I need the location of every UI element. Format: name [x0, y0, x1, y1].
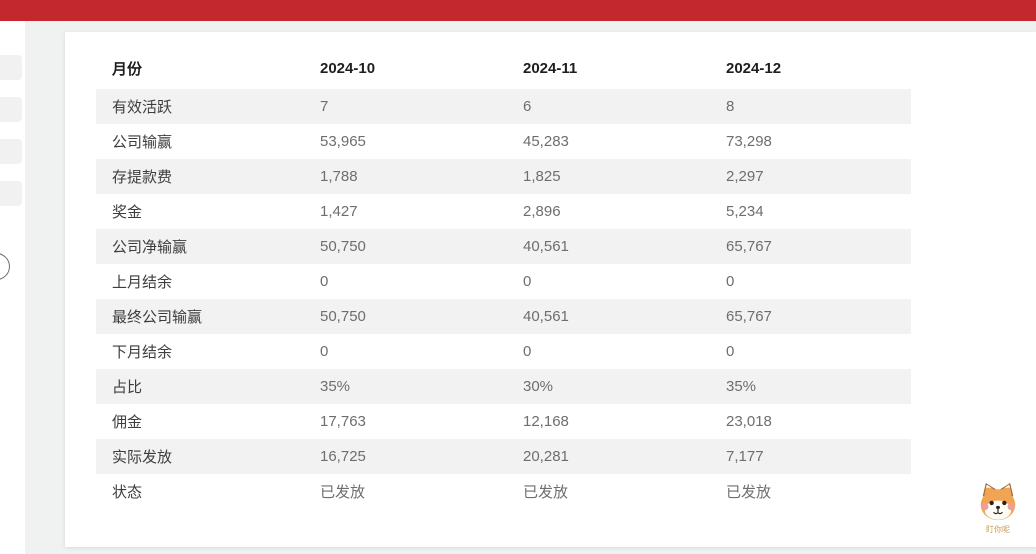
- table-row: 存提款费 1,788 1,825 2,297: [96, 159, 911, 194]
- row-label: 奖金: [112, 204, 143, 221]
- row-value: 53,965: [320, 133, 366, 150]
- row-value: 0: [320, 343, 329, 360]
- table-row: 佣金 17,763 12,168 23,018: [96, 404, 911, 439]
- table-row: 奖金 1,427 2,896 5,234: [96, 194, 911, 229]
- row-value: 0: [523, 343, 532, 360]
- monthly-report-table: 月份 2024-10 2024-11 2024-12 有效活跃 7 6 8 公司输赢 53,96…: [96, 54, 911, 509]
- row-label: 存提款费: [96, 159, 304, 194]
- report-card: 月份 2024-10 2024-11 2024-12 有效活跃 7 6 8 公司输赢 53,96…: [65, 32, 1036, 547]
- sidebar-menu-item[interactable]: [0, 139, 22, 164]
- row-label: 最终公司输赢: [96, 299, 304, 334]
- row-value: 40,561: [507, 229, 710, 264]
- row-label: 佣金: [112, 414, 143, 431]
- row-value: 7,177: [710, 439, 911, 474]
- sidebar: [0, 21, 25, 554]
- row-value: 45,283: [523, 133, 569, 150]
- row-value: 0: [523, 273, 532, 290]
- table-header-row: 月份 2024-10 2024-11 2024-12: [96, 54, 911, 89]
- table-row: 公司输赢 53,965 45,283 73,298: [96, 124, 911, 159]
- row-value: 1,427: [320, 203, 358, 220]
- row-value: 已发放: [523, 484, 569, 501]
- row-label: 状态: [112, 484, 143, 501]
- sidebar-menu-item[interactable]: [0, 55, 22, 80]
- shiba-dog-icon: [980, 482, 1016, 521]
- row-value: 8: [710, 89, 911, 124]
- row-value: 0: [320, 273, 329, 290]
- row-value: 5,234: [726, 203, 764, 220]
- row-value: 35%: [710, 369, 911, 404]
- mascot-caption: 盯你呢: [986, 525, 1010, 534]
- mascot: 盯你呢: [970, 482, 1026, 535]
- row-value: 73,298: [726, 133, 772, 150]
- row-value: 12,168: [523, 413, 569, 430]
- row-label: 占比: [96, 369, 304, 404]
- row-value: 1,788: [304, 159, 507, 194]
- column-header-month: 2024-10: [320, 60, 376, 77]
- row-value: 20,281: [507, 439, 710, 474]
- table-row: 占比 35% 30% 35%: [96, 369, 911, 404]
- row-value: 7: [304, 89, 507, 124]
- row-value: 17,763: [320, 413, 366, 430]
- row-value: 65,767: [710, 299, 911, 334]
- row-value: 30%: [507, 369, 710, 404]
- row-label: 上月结余: [112, 274, 173, 291]
- row-value: 已发放: [726, 484, 772, 501]
- table-row: 实际发放 16,725 20,281 7,177: [96, 439, 911, 474]
- row-value: 6: [507, 89, 710, 124]
- row-value: 0: [726, 273, 735, 290]
- monthly-report-table-wrap: 月份 2024-10 2024-11 2024-12 有效活跃 7 6 8 公司输赢 53,96…: [96, 54, 911, 509]
- row-value: 0: [726, 343, 735, 360]
- row-value: 16,725: [304, 439, 507, 474]
- table-row: 下月结余 0 0 0: [96, 334, 911, 369]
- table-row: 公司净输赢 50,750 40,561 65,767: [96, 229, 911, 264]
- row-value: 40,561: [507, 299, 710, 334]
- table-row: 最终公司输赢 50,750 40,561 65,767: [96, 299, 911, 334]
- row-value: 35%: [304, 369, 507, 404]
- row-value: 65,767: [710, 229, 911, 264]
- column-header-month: 2024-12: [726, 60, 782, 77]
- row-value: 23,018: [726, 413, 772, 430]
- row-value: 50,750: [304, 229, 507, 264]
- table-row: 状态 已发放 已发放 已发放: [96, 474, 911, 509]
- top-nav-bar: [0, 0, 1036, 21]
- table-row: 有效活跃 7 6 8: [96, 89, 911, 124]
- row-label: 实际发放: [96, 439, 304, 474]
- row-value: 1,825: [507, 159, 710, 194]
- row-label: 有效活跃: [96, 89, 304, 124]
- row-value: 2,297: [710, 159, 911, 194]
- row-label: 下月结余: [112, 344, 173, 361]
- row-value: 已发放: [320, 484, 366, 501]
- row-value: 50,750: [304, 299, 507, 334]
- sidebar-menu-item[interactable]: [0, 97, 22, 122]
- row-value: 2,896: [523, 203, 561, 220]
- row-label: 公司净输赢: [96, 229, 304, 264]
- column-header-label: 月份: [112, 61, 143, 78]
- sidebar-menu-item[interactable]: [0, 181, 22, 206]
- row-label: 公司输赢: [112, 134, 173, 151]
- table-row: 上月结余 0 0 0: [96, 264, 911, 299]
- column-header-month: 2024-11: [523, 60, 578, 77]
- sidebar-collapse-toggle[interactable]: [0, 253, 10, 280]
